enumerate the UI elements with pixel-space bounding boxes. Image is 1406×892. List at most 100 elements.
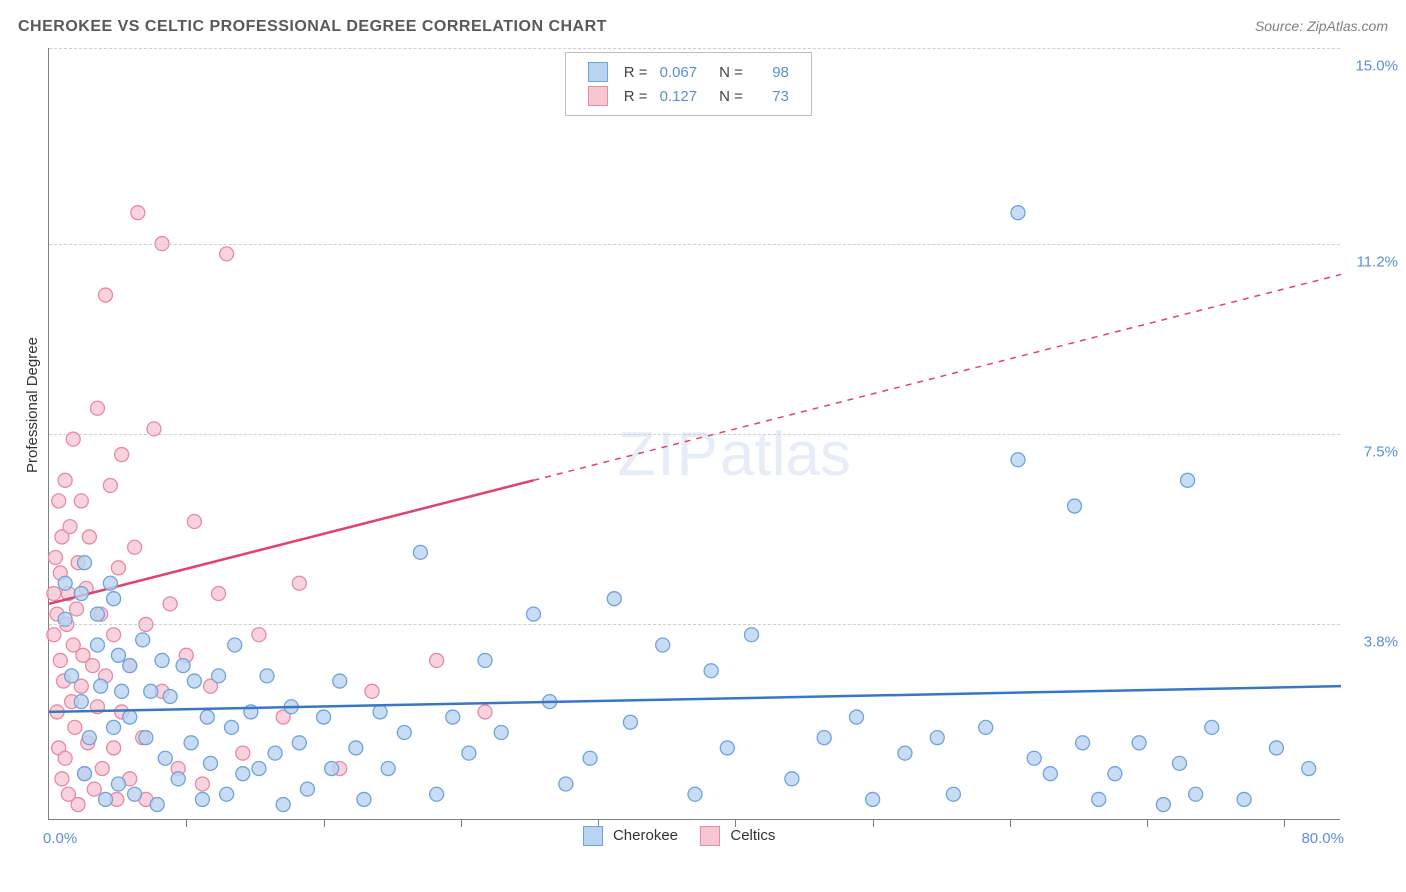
point-cherokee — [163, 689, 177, 703]
y-tick-label: 3.8% — [1364, 634, 1398, 651]
point-cherokee — [90, 607, 104, 621]
point-celtics — [47, 628, 61, 642]
trend-cherokee — [49, 686, 1341, 712]
point-celtics — [478, 705, 492, 719]
point-cherokee — [583, 751, 597, 765]
point-cherokee — [494, 726, 508, 740]
y-axis-title: Professional Degree — [24, 337, 41, 473]
x-tick — [461, 819, 462, 827]
point-cherokee — [103, 576, 117, 590]
point-cherokee — [150, 798, 164, 812]
y-tick-label: 7.5% — [1364, 444, 1398, 461]
point-cherokee — [559, 777, 573, 791]
point-celtics — [187, 514, 201, 528]
point-cherokee — [745, 628, 759, 642]
legend-stats-row-cherokee: R = 0.067 N = 98 — [582, 61, 795, 83]
point-celtics — [47, 587, 61, 601]
point-celtics — [69, 602, 83, 616]
point-celtics — [53, 653, 67, 667]
point-celtics — [103, 478, 117, 492]
gridline — [49, 244, 1340, 245]
legend-label-celtics: Celtics — [730, 827, 775, 844]
point-celtics — [90, 401, 104, 415]
point-cherokee — [446, 710, 460, 724]
point-cherokee — [204, 756, 218, 770]
point-cherokee — [171, 772, 185, 786]
point-cherokee — [155, 653, 169, 667]
point-celtics — [99, 288, 113, 302]
point-cherokee — [979, 720, 993, 734]
point-cherokee — [333, 674, 347, 688]
point-cherokee — [478, 653, 492, 667]
point-cherokee — [111, 777, 125, 791]
point-cherokee — [688, 787, 702, 801]
point-cherokee — [1011, 453, 1025, 467]
point-celtics — [195, 777, 209, 791]
point-cherokee — [94, 679, 108, 693]
point-cherokee — [144, 684, 158, 698]
point-cherokee — [139, 731, 153, 745]
point-cherokee — [228, 638, 242, 652]
legend-stats-row-celtics: R = 0.127 N = 73 — [582, 85, 795, 107]
point-cherokee — [623, 715, 637, 729]
point-cherokee — [176, 659, 190, 673]
point-cherokee — [107, 720, 121, 734]
point-celtics — [71, 798, 85, 812]
point-celtics — [87, 782, 101, 796]
point-cherokee — [413, 545, 427, 559]
point-cherokee — [252, 762, 266, 776]
point-celtics — [74, 494, 88, 508]
point-cherokee — [1302, 762, 1316, 776]
point-celtics — [55, 772, 69, 786]
point-cherokee — [930, 731, 944, 745]
point-celtics — [115, 448, 129, 462]
point-cherokee — [90, 638, 104, 652]
gridline — [49, 434, 1340, 435]
point-cherokee — [300, 782, 314, 796]
gridline — [49, 624, 1340, 625]
point-cherokee — [373, 705, 387, 719]
x-tick — [1010, 819, 1011, 827]
point-cherokee — [1237, 792, 1251, 806]
x-tick — [324, 819, 325, 827]
point-cherokee — [720, 741, 734, 755]
point-cherokee — [817, 731, 831, 745]
point-celtics — [48, 551, 62, 565]
swatch-cherokee-icon — [588, 62, 608, 82]
plot-area: ZIPatlas 3.8%7.5%11.2%15.0%0.0%80.0% — [48, 48, 1340, 820]
point-cherokee — [1011, 206, 1025, 220]
point-cherokee — [1173, 756, 1187, 770]
point-celtics — [252, 628, 266, 642]
point-cherokee — [1027, 751, 1041, 765]
point-celtics — [220, 247, 234, 261]
chart-title: CHEROKEE VS CELTIC PROFESSIONAL DEGREE C… — [18, 18, 607, 36]
point-cherokee — [1205, 720, 1219, 734]
point-cherokee — [866, 792, 880, 806]
legend-series: Cherokee Celtics — [565, 826, 776, 846]
point-cherokee — [74, 587, 88, 601]
point-cherokee — [107, 592, 121, 606]
point-celtics — [107, 741, 121, 755]
point-cherokee — [1181, 473, 1195, 487]
point-cherokee — [785, 772, 799, 786]
point-celtics — [111, 561, 125, 575]
point-cherokee — [123, 659, 137, 673]
point-cherokee — [220, 787, 234, 801]
x-tick — [186, 819, 187, 827]
point-celtics — [95, 762, 109, 776]
point-cherokee — [1076, 736, 1090, 750]
swatch-celtics-icon — [588, 86, 608, 106]
point-cherokee — [58, 576, 72, 590]
point-cherokee — [78, 556, 92, 570]
point-cherokee — [1092, 792, 1106, 806]
point-cherokee — [349, 741, 363, 755]
point-cherokee — [462, 746, 476, 760]
x-tick — [1147, 819, 1148, 827]
point-celtics — [128, 540, 142, 554]
point-cherokee — [115, 684, 129, 698]
point-cherokee — [74, 695, 88, 709]
point-cherokee — [1068, 499, 1082, 513]
point-cherokee — [82, 731, 96, 745]
point-cherokee — [704, 664, 718, 678]
point-celtics — [212, 587, 226, 601]
